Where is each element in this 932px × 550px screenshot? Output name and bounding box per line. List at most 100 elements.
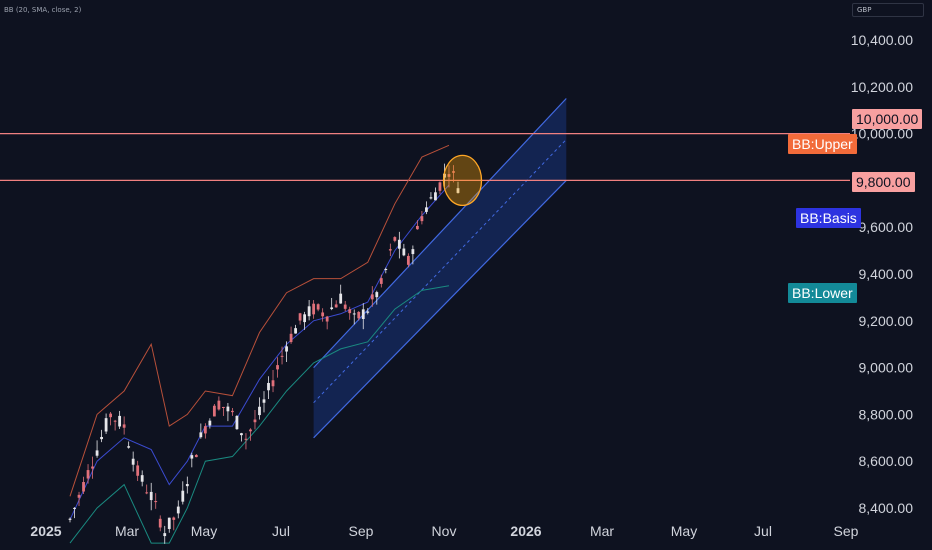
candle-body bbox=[429, 197, 433, 199]
candle-body bbox=[136, 465, 140, 476]
candle-body bbox=[258, 406, 261, 416]
x-tick-label: Nov bbox=[432, 523, 457, 539]
candle-body bbox=[217, 400, 221, 410]
x-tick-label: 2025 bbox=[30, 523, 61, 539]
candle-body bbox=[163, 533, 167, 537]
candle-body bbox=[379, 278, 383, 284]
price-tag-9800: 9,800.00 bbox=[852, 172, 915, 192]
x-tick-label: Mar bbox=[115, 523, 139, 539]
candle-body bbox=[434, 192, 437, 201]
y-tick-label: 8,400.00 bbox=[859, 500, 914, 516]
x-tick-label: Sep bbox=[834, 523, 859, 539]
candle-body bbox=[298, 313, 302, 321]
candle-body bbox=[406, 255, 410, 265]
candle-body bbox=[208, 420, 212, 426]
candle-body bbox=[262, 399, 266, 403]
candle-body bbox=[145, 492, 149, 494]
candle-body bbox=[352, 313, 356, 315]
candle-body bbox=[321, 312, 325, 317]
candle-body bbox=[154, 501, 158, 503]
candle-body bbox=[100, 436, 103, 440]
channel-mid-line bbox=[313, 139, 567, 404]
candle-body bbox=[231, 410, 234, 413]
candle-body bbox=[131, 458, 135, 465]
candle-body bbox=[127, 446, 131, 448]
candle-body bbox=[194, 454, 198, 458]
candle-body bbox=[447, 174, 451, 177]
candle-body bbox=[190, 455, 194, 459]
candle-body bbox=[212, 405, 216, 417]
candle-body bbox=[393, 237, 397, 241]
x-tick-label: Sep bbox=[349, 523, 374, 539]
bb-upper-tag: BB:Upper bbox=[788, 134, 857, 154]
candle-body bbox=[199, 432, 203, 438]
candle-body bbox=[158, 518, 162, 528]
y-tick-label: 8,600.00 bbox=[859, 453, 914, 469]
candle-body bbox=[420, 216, 424, 222]
candle-body bbox=[415, 225, 419, 230]
candle-body bbox=[253, 419, 257, 423]
candle-body bbox=[276, 365, 279, 370]
candle-body bbox=[82, 482, 85, 492]
candle-body bbox=[285, 346, 288, 352]
price-tag-10000: 10,000.00 bbox=[852, 109, 923, 129]
candle-body bbox=[235, 415, 239, 430]
x-tick-label: Jul bbox=[272, 523, 290, 539]
candle-body bbox=[375, 292, 379, 298]
x-tick-label: 2026 bbox=[510, 523, 541, 539]
candle-body bbox=[226, 406, 230, 412]
x-tick-label: Jul bbox=[754, 523, 772, 539]
candle-body bbox=[411, 249, 415, 255]
candle-body bbox=[397, 239, 401, 249]
candle-body bbox=[312, 303, 316, 315]
candle-body bbox=[361, 309, 365, 319]
candle-body bbox=[303, 314, 307, 323]
candle-body bbox=[294, 328, 297, 334]
candle-body bbox=[221, 406, 225, 408]
candle-body bbox=[249, 429, 252, 432]
candle-body bbox=[330, 307, 334, 310]
y-tick-label: 8,800.00 bbox=[859, 406, 914, 422]
candle-body bbox=[167, 517, 171, 529]
bb-upper-line bbox=[69, 144, 450, 497]
y-tick-label: 9,600.00 bbox=[859, 219, 914, 235]
candle-body bbox=[140, 475, 144, 482]
channel-upper-line bbox=[313, 98, 567, 369]
candle-body bbox=[181, 490, 185, 502]
candle-body bbox=[240, 433, 243, 436]
candle-body bbox=[95, 450, 99, 456]
candle-body bbox=[113, 420, 117, 422]
candle-body bbox=[267, 382, 270, 391]
candle-body bbox=[73, 507, 76, 509]
bb-basis-tag: BB:Basis bbox=[796, 208, 861, 228]
candle-body bbox=[77, 494, 81, 498]
y-tick-label: 10,400.00 bbox=[851, 32, 913, 48]
candle-body bbox=[339, 293, 343, 304]
y-tick-label: 9,200.00 bbox=[859, 313, 914, 329]
x-tick-label: Mar bbox=[590, 523, 614, 539]
candle-body bbox=[438, 182, 442, 191]
candle-body bbox=[366, 311, 370, 313]
candle-body bbox=[280, 355, 284, 357]
x-tick-label: May bbox=[191, 523, 217, 539]
candle-body bbox=[334, 304, 338, 308]
candle-body bbox=[185, 484, 189, 487]
currency-selector[interactable]: GBP bbox=[852, 3, 924, 17]
y-tick-label: 10,000.00 bbox=[851, 126, 913, 142]
candle-body bbox=[456, 188, 460, 193]
candle-body bbox=[348, 309, 352, 314]
candle-body bbox=[384, 269, 388, 271]
bb-lower-tag: BB:Lower bbox=[788, 283, 857, 303]
regression-channel bbox=[313, 98, 567, 438]
candle-body bbox=[68, 518, 72, 520]
y-tick-label: 9,400.00 bbox=[859, 266, 914, 282]
candle-body bbox=[118, 415, 122, 427]
y-tick-label: 9,000.00 bbox=[859, 360, 914, 376]
y-tick-label: 10,200.00 bbox=[851, 79, 913, 95]
candle-body bbox=[452, 171, 455, 173]
channel-lower-line bbox=[313, 179, 567, 439]
candle-body bbox=[316, 304, 320, 310]
candle-body bbox=[176, 506, 180, 514]
candle-body bbox=[109, 413, 113, 418]
